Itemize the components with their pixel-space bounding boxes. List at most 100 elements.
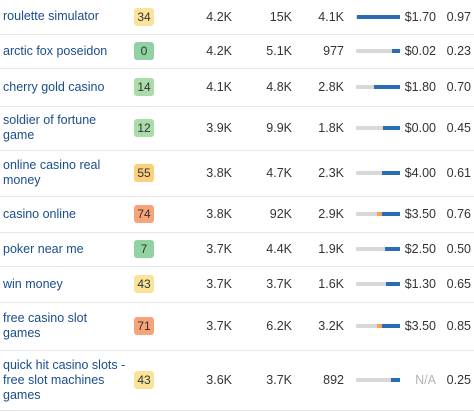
results-cell: 977 bbox=[294, 34, 346, 69]
competition-cell: 0.76 bbox=[440, 196, 474, 233]
clicks-cell: 9.9K bbox=[234, 106, 294, 151]
clicks-cell: 4.7K bbox=[234, 150, 294, 197]
metric-bar-fill bbox=[357, 14, 400, 19]
clicks-cell: 4.8K bbox=[234, 68, 294, 107]
competition-cell: 0.45 bbox=[440, 106, 474, 151]
volume-cell: 4.1K bbox=[176, 68, 234, 107]
table-row: roulette simulator 34 4.2K 15K 4.1K $1.70 0.97 bbox=[0, 0, 474, 35]
competition-cell: 0.25 bbox=[440, 350, 474, 411]
metric-bar-accent bbox=[377, 212, 382, 216]
clicks-cell: 92K bbox=[234, 196, 294, 233]
metric-bar-fill bbox=[382, 171, 400, 175]
kd-badge: 71 bbox=[134, 317, 154, 335]
results-cell: 3.2K bbox=[294, 302, 346, 351]
kd-badge: 7 bbox=[134, 240, 154, 258]
kd-badge: 43 bbox=[134, 275, 154, 293]
table-row: poker near me 7 3.7K 4.4K 1.9K $2.50 0.50 bbox=[0, 232, 474, 267]
kd-badge: 12 bbox=[134, 119, 154, 137]
volume-cell: 3.7K bbox=[176, 302, 234, 351]
keyword-link[interactable]: casino online bbox=[3, 206, 76, 221]
metric-bar-fill bbox=[383, 126, 400, 130]
keyword-link[interactable]: free casino slot games bbox=[3, 311, 88, 340]
metric-bar-fill bbox=[380, 212, 400, 216]
volume-cell: 3.9K bbox=[176, 106, 234, 151]
keyword-cell: arctic fox poseidon bbox=[0, 34, 132, 69]
metric-bar bbox=[356, 378, 400, 382]
cpc-cell: N/A bbox=[402, 350, 440, 411]
competition-cell: 0.85 bbox=[440, 302, 474, 351]
metric-bar bbox=[356, 247, 400, 251]
volume-cell: 3.8K bbox=[176, 150, 234, 197]
results-cell: 4.1K bbox=[294, 0, 346, 35]
metric-bar bbox=[356, 282, 400, 286]
keyword-link[interactable]: arctic fox poseidon bbox=[3, 43, 108, 58]
bar-cell bbox=[346, 150, 402, 197]
competition-cell: 0.23 bbox=[440, 34, 474, 69]
keyword-cell: poker near me bbox=[0, 232, 132, 267]
clicks-cell: 15K bbox=[234, 0, 294, 35]
bar-cell bbox=[346, 0, 402, 35]
bar-cell bbox=[346, 350, 402, 411]
kd-cell: 55 bbox=[132, 150, 176, 197]
bar-cell bbox=[346, 196, 402, 233]
clicks-cell: 5.1K bbox=[234, 34, 294, 69]
cpc-cell: $3.50 bbox=[402, 196, 440, 233]
metric-bar bbox=[356, 85, 400, 89]
kd-cell: 14 bbox=[132, 68, 176, 107]
metric-bar bbox=[356, 171, 400, 175]
cpc-cell: $1.80 bbox=[402, 68, 440, 107]
competition-cell: 0.70 bbox=[440, 68, 474, 107]
volume-cell: 3.8K bbox=[176, 196, 234, 233]
metric-bar-accent bbox=[377, 324, 382, 328]
competition-cell: 0.65 bbox=[440, 266, 474, 303]
metric-bar-fill bbox=[385, 247, 400, 251]
cpc-cell: $2.50 bbox=[402, 232, 440, 267]
metric-bar bbox=[356, 126, 400, 130]
bar-cell bbox=[346, 68, 402, 107]
results-cell: 1.9K bbox=[294, 232, 346, 267]
kd-badge: 43 bbox=[134, 371, 154, 389]
volume-cell: 3.6K bbox=[176, 350, 234, 411]
keyword-link[interactable]: quick hit casino slots - free slot machi… bbox=[3, 357, 126, 402]
results-cell: 1.6K bbox=[294, 266, 346, 303]
keyword-link[interactable]: online casino real money bbox=[3, 158, 101, 187]
bar-cell bbox=[346, 302, 402, 351]
results-cell: 2.9K bbox=[294, 196, 346, 233]
keyword-cell: cherry gold casino bbox=[0, 68, 132, 107]
keyword-cell: quick hit casino slots - free slot machi… bbox=[0, 350, 132, 411]
metric-bar bbox=[356, 14, 400, 19]
metric-bar-fill bbox=[380, 324, 400, 328]
keyword-link[interactable]: cherry gold casino bbox=[3, 79, 105, 94]
kd-cell: 0 bbox=[132, 34, 176, 69]
keyword-cell: free casino slot games bbox=[0, 302, 132, 351]
clicks-cell: 4.4K bbox=[234, 232, 294, 267]
kd-badge: 74 bbox=[134, 205, 154, 223]
volume-cell: 3.7K bbox=[176, 266, 234, 303]
keyword-link[interactable]: roulette simulator bbox=[3, 9, 99, 24]
table-row: arctic fox poseidon 0 4.2K 5.1K 977 $0.02 0.23 bbox=[0, 34, 474, 69]
table-row: cherry gold casino 14 4.1K 4.8K 2.8K $1.80 0.7… bbox=[0, 68, 474, 107]
keyword-link[interactable]: soldier of fortune game bbox=[3, 113, 97, 142]
metric-bar bbox=[356, 49, 400, 53]
table-row: online casino real money 55 3.8K 4.7K 2.3K $4… bbox=[0, 150, 474, 197]
table-row: quick hit casino slots - free slot machi… bbox=[0, 350, 474, 411]
kd-badge: 34 bbox=[134, 7, 154, 26]
keyword-link[interactable]: win money bbox=[3, 276, 63, 291]
table-row: casino online 74 3.8K 92K 2.9K $3.50 0.76 bbox=[0, 196, 474, 233]
metric-bar-fill bbox=[386, 282, 400, 286]
kd-cell: 74 bbox=[132, 196, 176, 233]
results-cell: 1.8K bbox=[294, 106, 346, 151]
keyword-link[interactable]: poker near me bbox=[3, 241, 84, 256]
keyword-cell: roulette simulator bbox=[0, 0, 132, 35]
clicks-cell: 3.7K bbox=[234, 350, 294, 411]
kd-cell: 43 bbox=[132, 350, 176, 411]
kd-badge: 55 bbox=[134, 164, 154, 182]
volume-cell: 4.2K bbox=[176, 0, 234, 35]
metric-bar-fill bbox=[391, 378, 400, 382]
bar-cell bbox=[346, 266, 402, 303]
kd-cell: 71 bbox=[132, 302, 176, 351]
bar-cell bbox=[346, 232, 402, 267]
kd-cell: 34 bbox=[132, 0, 176, 35]
